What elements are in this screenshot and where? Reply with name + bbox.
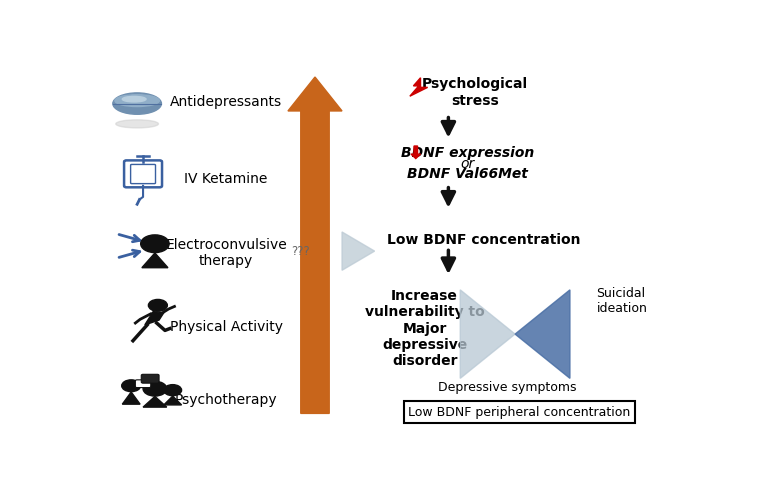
Circle shape [148,299,168,311]
Circle shape [164,385,181,396]
Text: Physical Activity: Physical Activity [170,319,282,334]
Text: ???: ??? [291,245,310,258]
FancyBboxPatch shape [135,380,151,388]
Polygon shape [145,312,164,325]
Text: Increase
vulnerability to
Major
depressive
disorder: Increase vulnerability to Major depressi… [365,289,484,368]
Text: Psychological
stress: Psychological stress [422,78,528,108]
Polygon shape [164,396,181,405]
Circle shape [122,380,141,392]
Text: Electroconvulsive
therapy: Electroconvulsive therapy [165,238,287,268]
Circle shape [141,235,169,252]
Polygon shape [143,397,167,407]
Polygon shape [410,78,428,96]
Ellipse shape [112,93,161,114]
FancyBboxPatch shape [142,374,159,383]
Text: BDNF expression: BDNF expression [401,147,534,160]
Text: or: or [461,157,474,171]
Text: Antidepressants: Antidepressants [170,95,282,109]
Text: Depressive symptoms: Depressive symptoms [438,381,577,394]
FancyBboxPatch shape [124,160,162,187]
FancyArrow shape [288,77,342,413]
Text: Psychotherapy: Psychotherapy [174,393,278,408]
FancyBboxPatch shape [131,164,155,183]
Ellipse shape [122,96,146,102]
Text: Low BDNF peripheral concentration: Low BDNF peripheral concentration [409,406,630,419]
Polygon shape [342,232,375,270]
Circle shape [143,381,167,396]
Polygon shape [461,290,515,378]
FancyArrow shape [411,146,421,159]
Text: Suicidal
ideation: Suicidal ideation [597,287,647,315]
Text: IV Ketamine: IV Ketamine [184,172,268,186]
Ellipse shape [115,95,159,106]
Ellipse shape [116,120,158,128]
Text: BDNF Val66Met: BDNF Val66Met [407,167,528,181]
Polygon shape [122,392,140,404]
Text: Low BDNF concentration: Low BDNF concentration [387,233,581,247]
Polygon shape [142,253,168,268]
Polygon shape [515,290,570,378]
